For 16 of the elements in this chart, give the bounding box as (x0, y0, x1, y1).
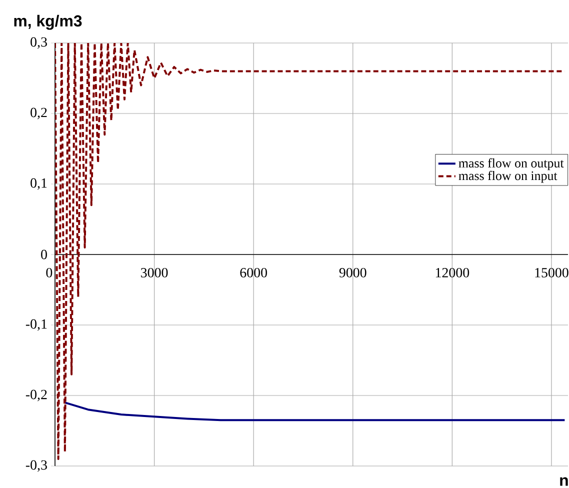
y-axis-title: m, kg/m3 (14, 14, 82, 30)
y-tick-label: 0 (41, 250, 47, 260)
legend-label: mass flow on output (458, 158, 564, 170)
x-tick-label: 3000 (141, 268, 168, 278)
x-axis-title: n (560, 477, 568, 486)
x-tick-label: 6000 (240, 268, 267, 278)
y-tick-label: -0,2 (26, 390, 47, 402)
y-tick-label: 0,2 (30, 108, 47, 120)
legend-label: mass flow on input (458, 170, 558, 183)
x-tick-label: 12000 (436, 268, 470, 278)
y-tick-label: -0,1 (26, 319, 47, 331)
y-tick-label: 0,3 (30, 37, 47, 49)
y-tick-label: 0,1 (30, 178, 47, 190)
x-tick-label: 9000 (339, 268, 366, 278)
y-tick-label: -0,3 (26, 460, 47, 472)
x-tick-label: 15000 (535, 268, 568, 278)
